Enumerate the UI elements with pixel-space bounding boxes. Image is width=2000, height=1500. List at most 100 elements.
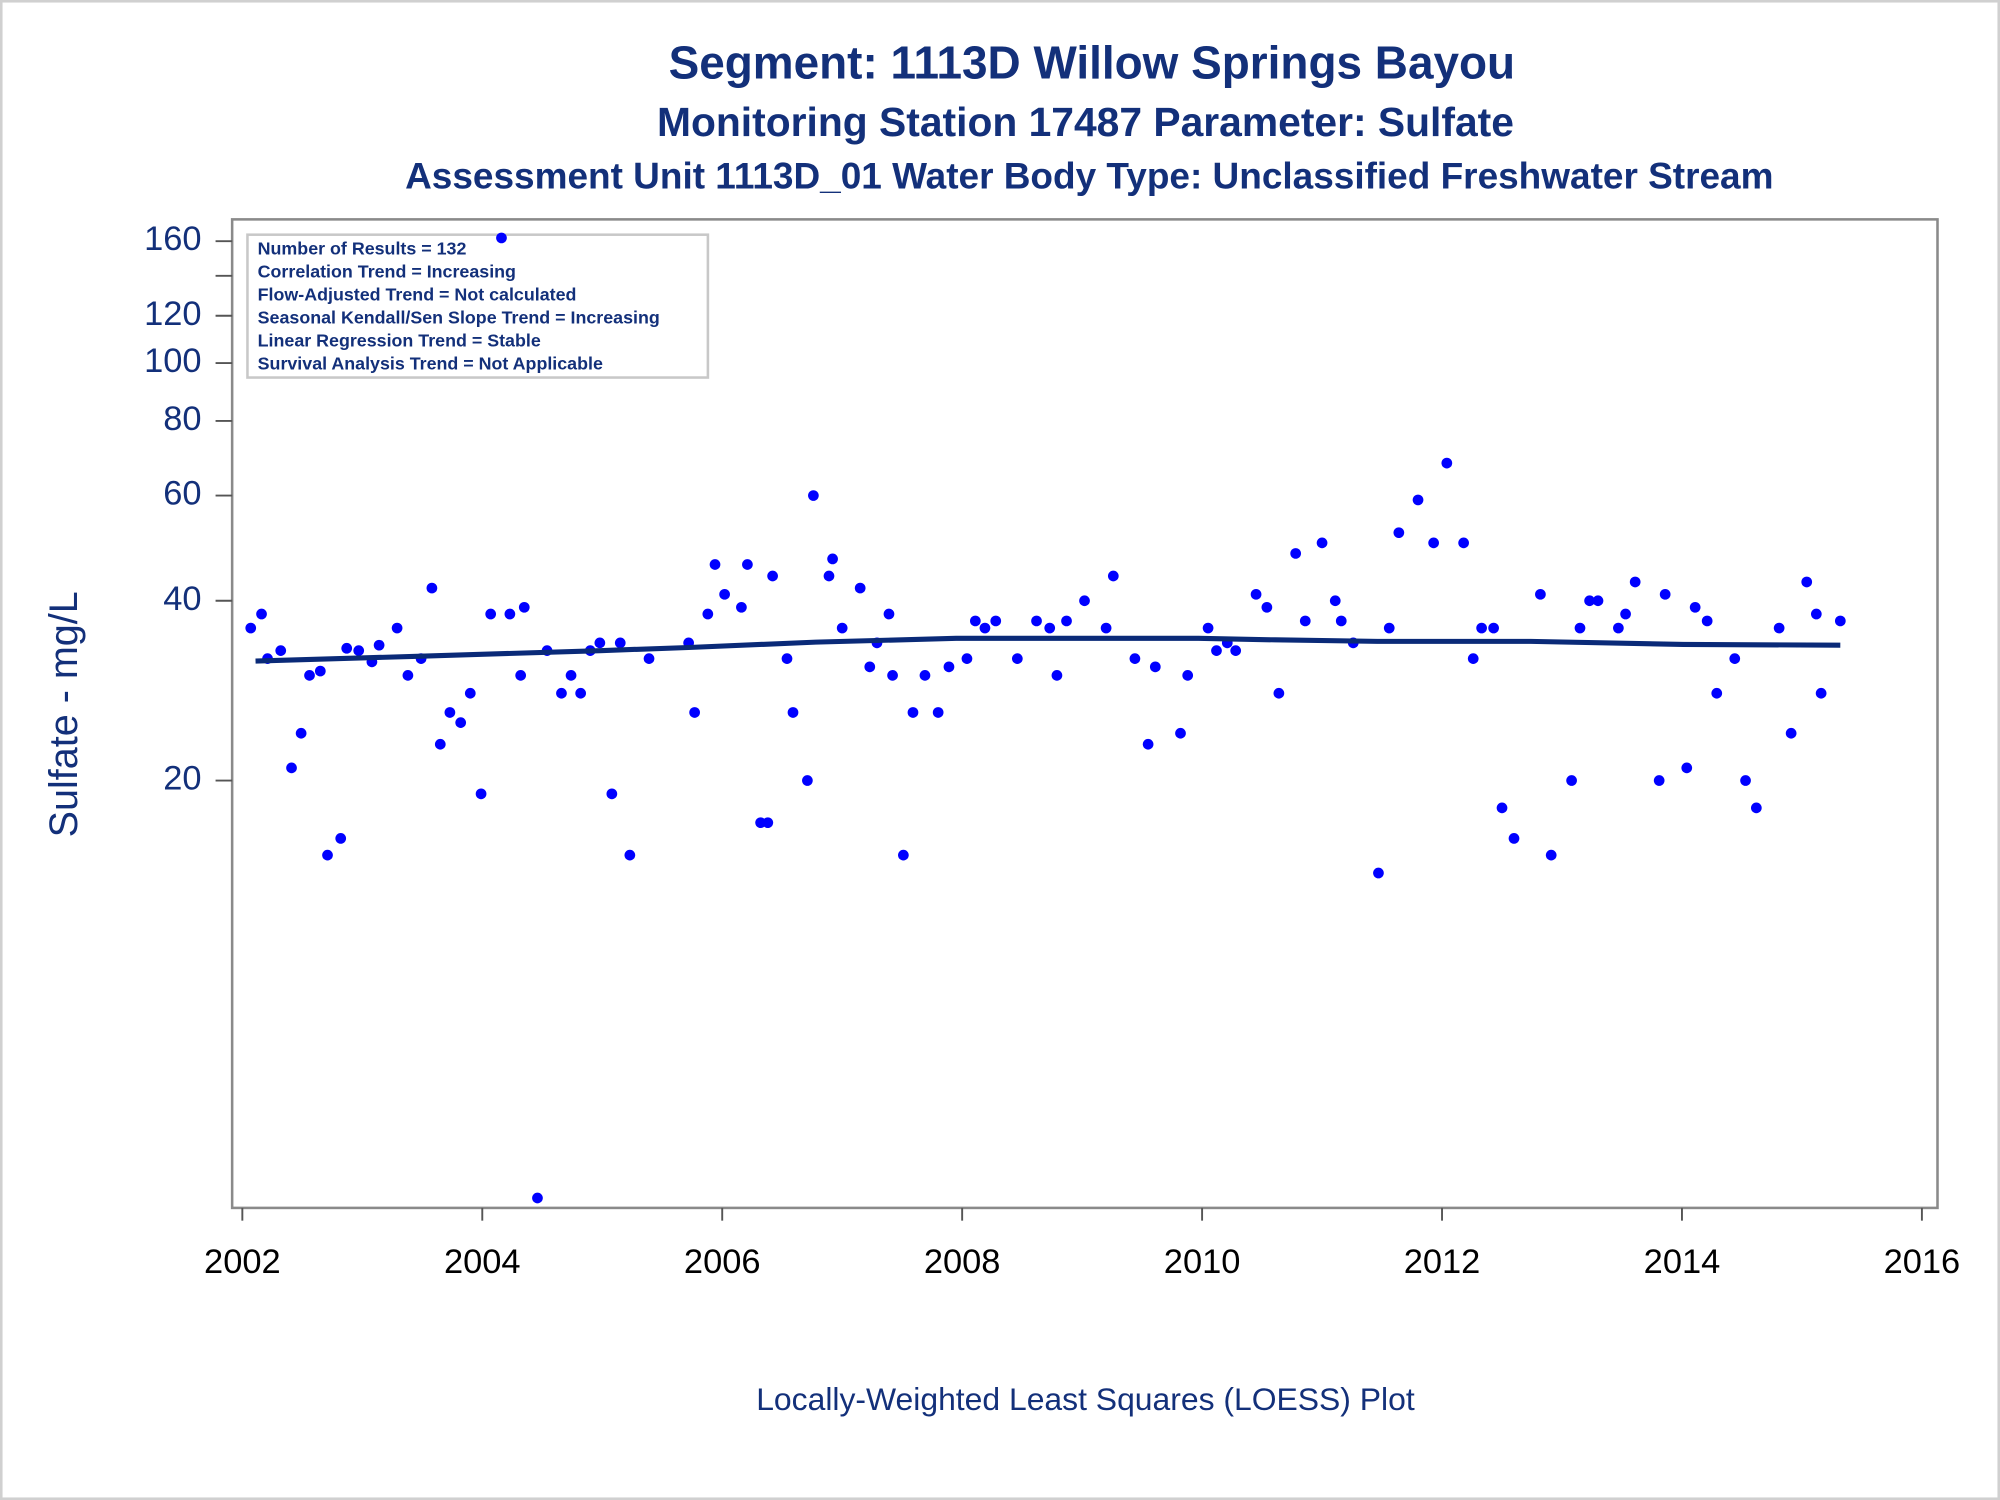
data-point (256, 608, 267, 620)
y-tick-label: 80 (163, 400, 201, 438)
data-point (1441, 457, 1453, 469)
x-axis-label: Locally-Weighted Least Squares (LOESS) P… (756, 1381, 1415, 1417)
chart-subtitle: Assessment Unit 1113D_01 Water Body Type… (405, 155, 1773, 196)
data-point (1273, 687, 1285, 699)
data-point (1681, 762, 1693, 774)
data-point (1129, 653, 1141, 664)
data-point (742, 559, 753, 570)
data-point (762, 817, 774, 829)
stats-box (246, 233, 710, 379)
data-point (1545, 849, 1557, 861)
data-point (353, 645, 365, 656)
data-point (1801, 576, 1813, 588)
data-point (1729, 653, 1741, 664)
data-point (464, 687, 476, 699)
data-point (1149, 661, 1161, 673)
data-point (1100, 622, 1112, 634)
data-point (1508, 833, 1520, 844)
data-point (1701, 615, 1713, 627)
stats-line: Seasonal Kendall/Sen Slope Trend = Incre… (258, 308, 660, 328)
y-tick-label: 60 (163, 475, 201, 513)
data-point (787, 707, 799, 718)
data-point (518, 601, 530, 613)
data-point (689, 707, 700, 718)
data-point (1044, 622, 1056, 634)
data-point (979, 622, 991, 634)
data-point (1079, 595, 1090, 607)
data-point (836, 622, 848, 634)
data-point (898, 849, 909, 861)
data-point (532, 1192, 543, 1204)
data-point (702, 608, 714, 620)
y-tick-label: 120 (144, 295, 201, 333)
data-point (402, 669, 414, 681)
data-point (624, 849, 636, 861)
data-point (1316, 537, 1328, 549)
data-point (1496, 802, 1508, 814)
data-point (719, 588, 730, 600)
data-point (314, 665, 326, 677)
data-point (1051, 669, 1063, 681)
data-point (614, 637, 626, 649)
data-point (808, 490, 819, 501)
data-point (943, 661, 955, 673)
data-point (496, 232, 507, 244)
data-point (1592, 595, 1604, 607)
data-point (932, 707, 944, 718)
data-point (827, 553, 838, 565)
data-point (1061, 615, 1072, 627)
data-point (1290, 548, 1302, 559)
stats-line: Flow-Adjusted Trend = Not calculated (258, 285, 577, 305)
data-point (781, 653, 793, 664)
data-point (1815, 687, 1827, 699)
data-point (736, 601, 747, 613)
data-point (575, 687, 587, 699)
data-point (341, 642, 353, 654)
data-point (1773, 622, 1785, 634)
data-point (864, 661, 876, 673)
data-point (391, 622, 403, 634)
data-point (475, 788, 487, 800)
chart-title: Segment: 1113D Willow Springs Bayou (669, 36, 1516, 88)
data-point (1142, 738, 1154, 750)
stats-line: Correlation Trend = Increasing (258, 262, 516, 282)
data-point (1566, 775, 1577, 786)
data-point (295, 727, 307, 739)
x-tick-label: 2010 (1164, 1243, 1241, 1281)
data-point (1175, 727, 1186, 739)
data-point (1230, 645, 1242, 656)
x-tick-label: 2004 (444, 1243, 521, 1281)
data-point (1785, 727, 1797, 739)
data-point (1428, 537, 1439, 549)
data-point (275, 645, 287, 656)
stats-line: Number of Results = 132 (258, 239, 467, 259)
x-tick-label: 2014 (1644, 1243, 1721, 1281)
data-point (887, 669, 898, 681)
data-point (1329, 595, 1341, 607)
data-point (1750, 802, 1762, 814)
y-tick-label: 20 (163, 760, 201, 798)
data-point (990, 615, 1002, 627)
data-point (1182, 669, 1194, 681)
data-point (709, 559, 721, 570)
data-point (1299, 615, 1311, 627)
x-tick-label: 2012 (1404, 1243, 1481, 1281)
data-point (1458, 537, 1469, 549)
data-point (1834, 615, 1846, 627)
data-point (1613, 622, 1624, 634)
data-point (444, 707, 456, 718)
data-point (1383, 622, 1395, 634)
data-point (1740, 775, 1751, 786)
data-point (335, 833, 347, 844)
data-point (854, 582, 866, 594)
data-point (643, 653, 655, 664)
plot-frame (230, 218, 1939, 1210)
stats-line: Survival Analysis Trend = Not Applicable (258, 354, 603, 374)
data-point (1689, 601, 1701, 613)
data-point (455, 717, 467, 729)
stats-line: Linear Regression Trend = Stable (258, 331, 541, 351)
data-point (485, 608, 497, 620)
data-point (1659, 588, 1671, 600)
